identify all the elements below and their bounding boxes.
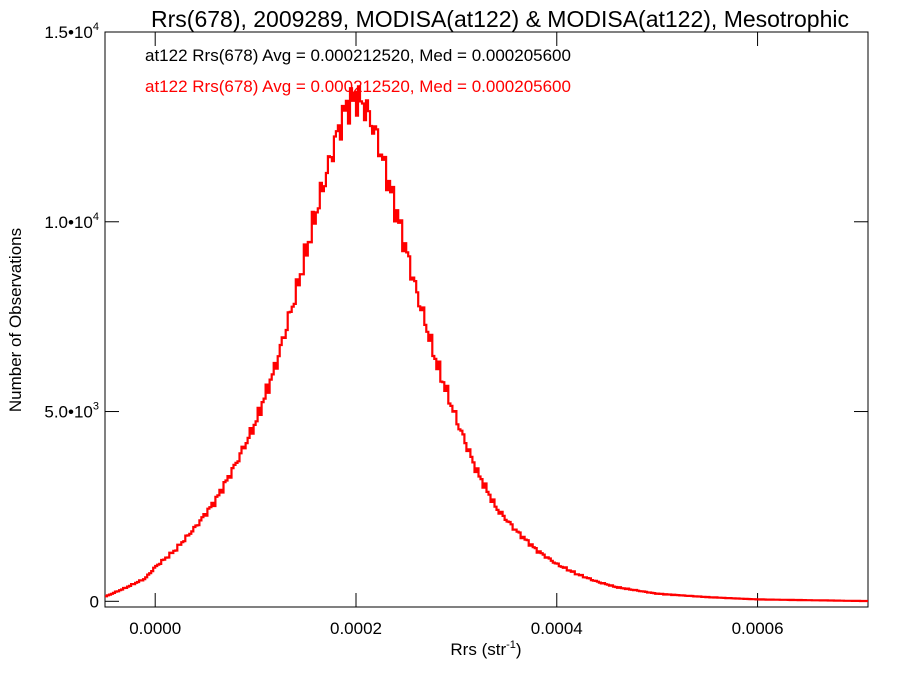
chart-title: Rrs(678), 2009289, MODISA(at122) & MODIS… bbox=[151, 6, 849, 32]
x-tick-label: 0.0006 bbox=[732, 619, 784, 638]
annotation-black: at122 Rrs(678) Avg = 0.000212520, Med = … bbox=[145, 46, 571, 65]
x-axis-label: Rrs (str-1) bbox=[450, 639, 521, 659]
y-tick-label: 1.0•104 bbox=[44, 211, 99, 232]
y-axis-label: Number of Observations bbox=[6, 228, 25, 412]
x-tick-label: 0.0004 bbox=[531, 619, 583, 638]
y-axis: 0 5.0•103 1.0•104 1.5•104 bbox=[44, 21, 868, 611]
annotation-red: at122 Rrs(678) Avg = 0.000212520, Med = … bbox=[145, 77, 571, 96]
plot-frame bbox=[104, 31, 869, 608]
y-tick-label: 5.0•103 bbox=[44, 401, 99, 422]
histogram-series-line bbox=[105, 85, 868, 603]
x-axis-label-main: Rrs (str bbox=[450, 640, 506, 659]
x-tick-label: 0.0002 bbox=[330, 619, 382, 638]
x-axis-label-sup: -1 bbox=[506, 639, 516, 651]
x-axis-label-close: ) bbox=[516, 640, 522, 659]
y-tick-label: 0 bbox=[90, 592, 99, 611]
x-axis: 0.0000 0.0002 0.0004 0.0006 bbox=[129, 32, 784, 638]
x-tick-label: 0.0000 bbox=[129, 619, 181, 638]
y-tick-label: 1.5•104 bbox=[44, 21, 99, 42]
